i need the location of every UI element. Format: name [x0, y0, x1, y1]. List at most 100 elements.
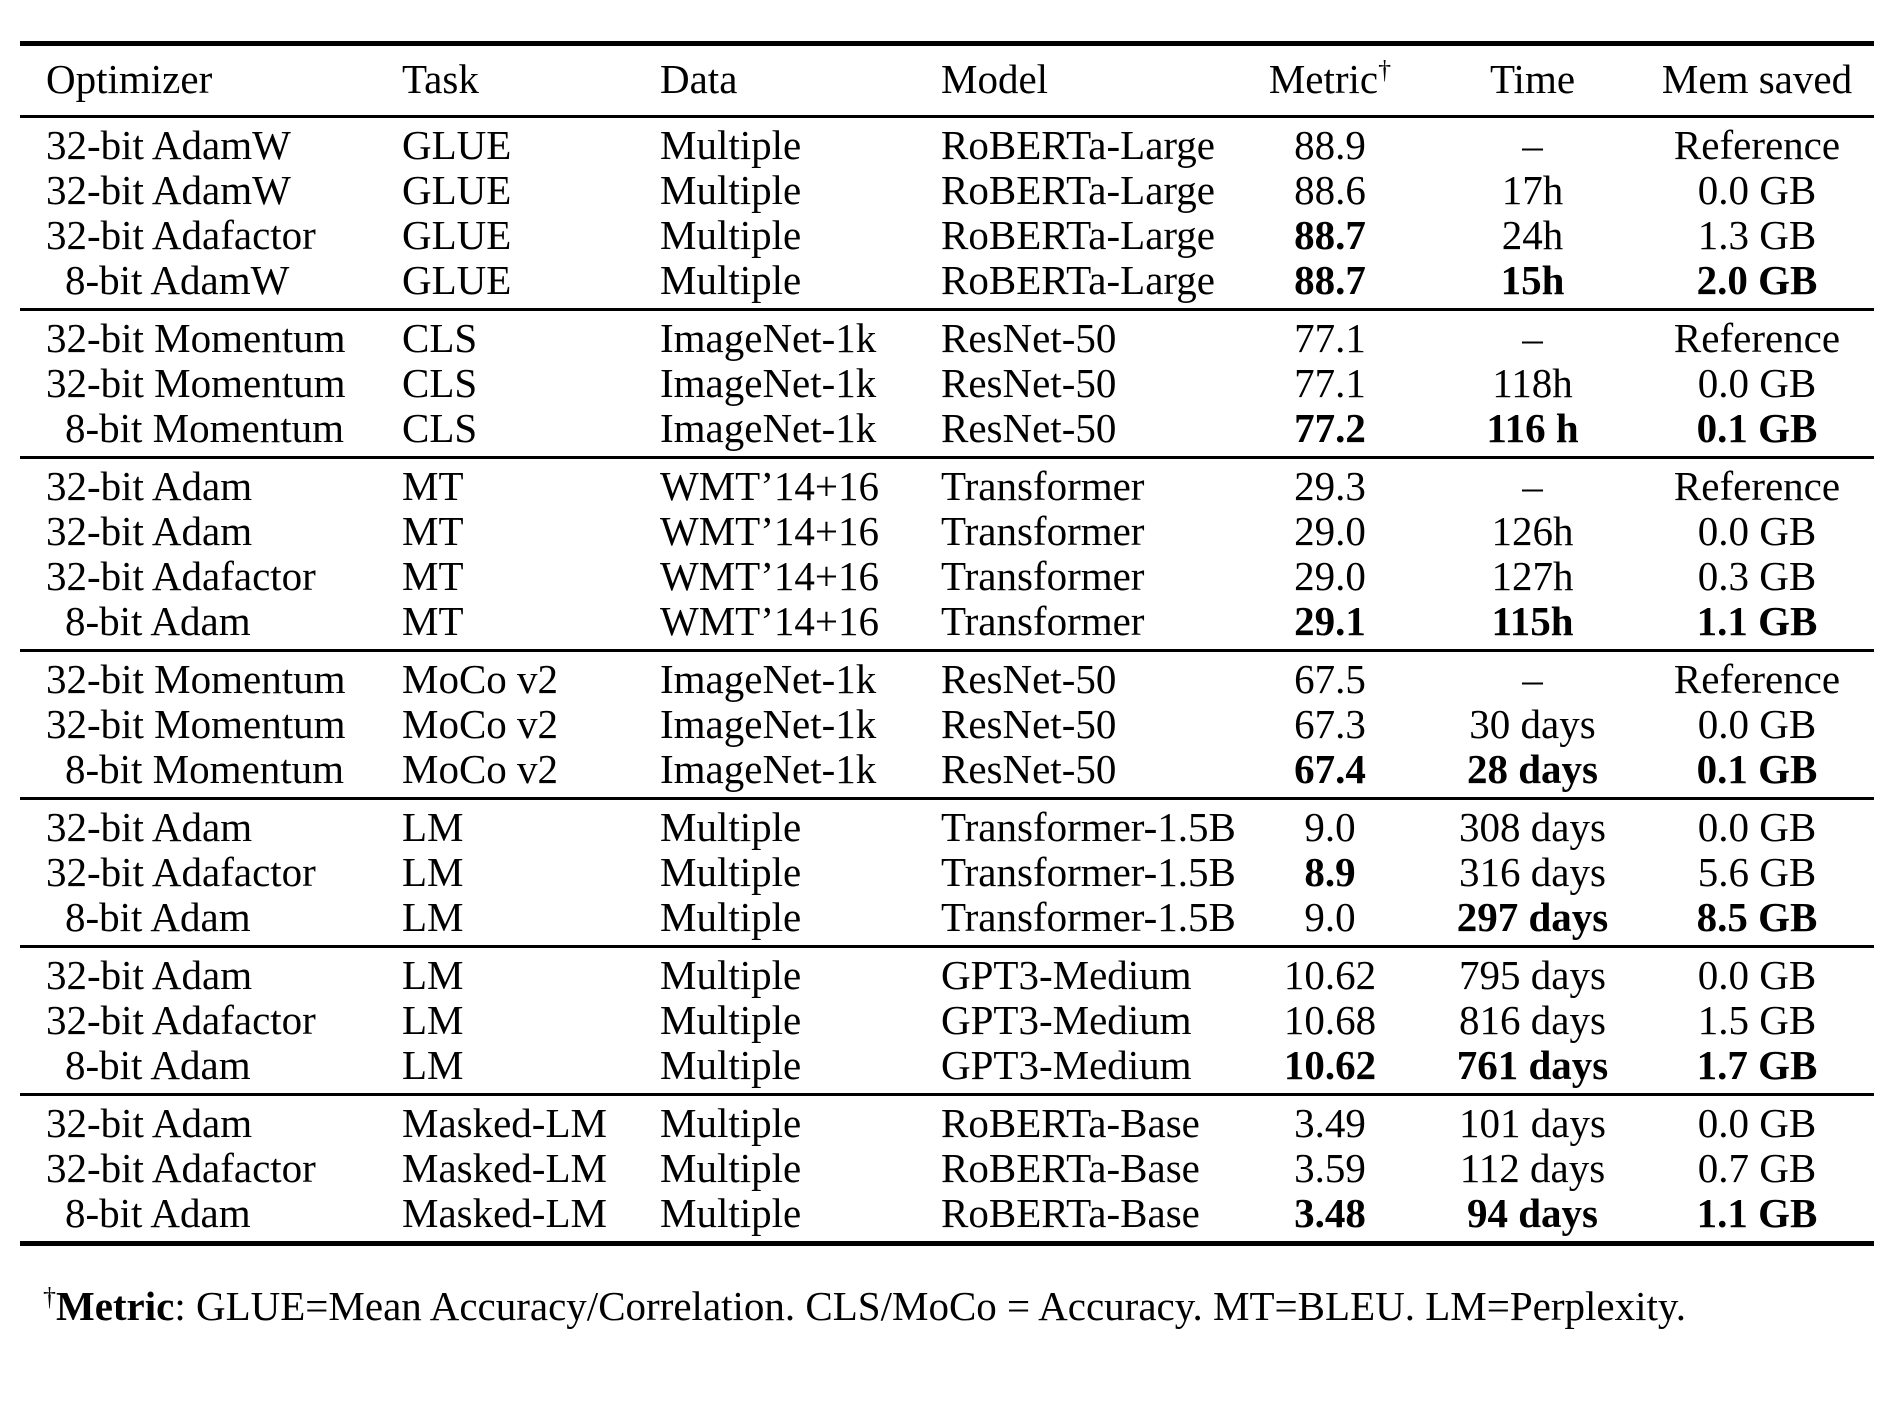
cell-metric: 77.1 — [1294, 315, 1366, 361]
cell-data: ImageNet-1k — [660, 406, 877, 451]
cell-model: RoBERTa-Base — [941, 1100, 1200, 1146]
cell-time: 24h — [1501, 213, 1564, 258]
header-optimizer: Optimizer — [46, 56, 213, 102]
table-section: 32-bit AdamW GLUE Multiple RoBERTa-Large 88.… — [20, 116, 1874, 310]
table-row: 8-bit Adam LM Multiple Transformer-1.5B 9.0 2… — [20, 895, 1874, 947]
cell-model: ResNet-50 — [941, 406, 1117, 451]
cell-time: – — [1522, 463, 1543, 509]
cell-task: GLUE — [402, 122, 512, 168]
cell-mem-saved: 1.7 GB — [1696, 1043, 1818, 1088]
cell-data: ImageNet-1k — [660, 361, 877, 406]
cell-optimizer: 32-bit Adam — [46, 952, 253, 998]
cell-model: GPT3-Medium — [941, 998, 1192, 1043]
cell-data: WMT’14+16 — [660, 509, 879, 554]
header-metric-label: Metric — [1268, 56, 1379, 102]
cell-task: Masked-LM — [402, 1191, 607, 1236]
cell-optimizer: 32-bit Momentum — [46, 702, 346, 747]
cell-task: LM — [402, 895, 464, 940]
cell-optimizer: 8-bit Adam — [65, 895, 251, 940]
table-row: 32-bit Adam MT WMT’14+16 Transformer 29.3 – Re… — [20, 458, 1874, 510]
cell-task: GLUE — [402, 213, 512, 258]
table-row: 8-bit Momentum MoCo v2 ImageNet-1k ResNet-5… — [20, 747, 1874, 799]
cell-optimizer: 32-bit AdamW — [46, 168, 291, 213]
cell-metric: 88.7 — [1294, 258, 1366, 303]
cell-metric: 29.0 — [1294, 509, 1366, 554]
cell-metric: 88.7 — [1294, 213, 1366, 258]
cell-optimizer: 32-bit AdamW — [46, 122, 291, 168]
cell-mem-saved: 1.1 GB — [1696, 599, 1818, 644]
cell-mem-saved: 0.0 GB — [1697, 168, 1817, 213]
table-row: 32-bit Adafactor LM Multiple GPT3-Medium 10.… — [20, 998, 1874, 1043]
table-header-row: Optimizer Task Data Model Metric† Time M… — [20, 44, 1874, 117]
cell-metric: 10.68 — [1283, 998, 1377, 1043]
table-section: 32-bit Momentum CLS ImageNet-1k ResNet-50 77… — [20, 309, 1874, 458]
table-row: 32-bit Momentum MoCo v2 ImageNet-1k ResNet-… — [20, 702, 1874, 747]
header-task: Task — [402, 56, 479, 102]
cell-time: 17h — [1501, 168, 1564, 213]
cell-task: MT — [402, 463, 464, 509]
cell-metric: 88.6 — [1294, 168, 1366, 213]
cell-mem-saved: 0.0 GB — [1697, 509, 1817, 554]
cell-optimizer: 32-bit Adam — [46, 1100, 253, 1146]
cell-time: 118h — [1492, 361, 1573, 406]
cell-data: WMT’14+16 — [660, 463, 879, 509]
cell-task: GLUE — [402, 258, 512, 303]
cell-mem-saved: 5.6 GB — [1697, 850, 1817, 895]
cell-task: CLS — [402, 361, 478, 406]
cell-mem-saved: 0.0 GB — [1697, 952, 1817, 998]
paper-table-figure: Optimizer Task Data Model Metric† Time M… — [0, 41, 1898, 1419]
table-row: 32-bit Adafactor Masked-LM Multiple RoBERTa… — [20, 1146, 1874, 1191]
cell-time: 127h — [1491, 554, 1574, 599]
cell-mem-saved: 2.0 GB — [1696, 258, 1818, 303]
cell-model: Transformer — [941, 554, 1145, 599]
table-row: 32-bit Adam MT WMT’14+16 Transformer 29.0 126… — [20, 509, 1874, 554]
cell-data: ImageNet-1k — [660, 656, 877, 702]
cell-mem-saved: 0.1 GB — [1696, 406, 1818, 451]
cell-time: 15h — [1500, 258, 1565, 303]
cell-metric: 29.0 — [1294, 554, 1366, 599]
table-header: Optimizer Task Data Model Metric† Time M… — [20, 44, 1874, 117]
table-row: 32-bit Momentum CLS ImageNet-1k ResNet-50 77… — [20, 310, 1874, 362]
table-section: 32-bit Momentum MoCo v2 ImageNet-1k ResNet-… — [20, 650, 1874, 799]
table-row: 32-bit Momentum MoCo v2 ImageNet-1k ResNet-… — [20, 651, 1874, 703]
cell-metric: 3.59 — [1294, 1146, 1366, 1191]
cell-metric: 3.48 — [1294, 1191, 1366, 1236]
cell-optimizer: 32-bit Adafactor — [46, 554, 316, 599]
cell-task: MoCo v2 — [402, 656, 559, 702]
cell-data: WMT’14+16 — [660, 599, 879, 644]
header-metric: Metric† — [1235, 44, 1425, 117]
cell-optimizer: 8-bit Momentum — [65, 406, 345, 451]
table-section: 32-bit Adam Masked-LM Multiple RoBERTa-Base… — [20, 1094, 1874, 1244]
cell-metric: 77.2 — [1294, 406, 1366, 451]
table-row: 32-bit Adam LM Multiple Transformer-1.5B 9.0… — [20, 799, 1874, 851]
cell-metric: 67.4 — [1294, 747, 1366, 792]
table-row: 8-bit Adam MT WMT’14+16 Transformer 29.1 115h… — [20, 599, 1874, 651]
cell-model: Transformer-1.5B — [941, 850, 1235, 895]
cell-optimizer: 8-bit Adam — [65, 1043, 251, 1088]
cell-task: LM — [402, 850, 464, 895]
cell-time: 308 days — [1459, 804, 1606, 850]
cell-task: CLS — [402, 406, 478, 451]
cell-time: 94 days — [1466, 1191, 1598, 1236]
table-row: 8-bit Adam LM Multiple GPT3-Medium 10.62 761 … — [20, 1043, 1874, 1095]
cell-mem-saved: 1.1 GB — [1696, 1191, 1818, 1236]
cell-mem-saved: 0.0 GB — [1697, 702, 1817, 747]
cell-data: Multiple — [660, 1043, 802, 1088]
cell-data: Multiple — [660, 258, 802, 303]
cell-data: Multiple — [660, 1146, 802, 1191]
cell-model: Transformer-1.5B — [941, 895, 1235, 940]
results-table: Optimizer Task Data Model Metric† Time M… — [20, 41, 1874, 1246]
table-section: 32-bit Adam MT WMT’14+16 Transformer 29.3 – Re… — [20, 457, 1874, 651]
cell-model: RoBERTa-Large — [941, 122, 1216, 168]
cell-task: MT — [402, 509, 464, 554]
cell-task: GLUE — [402, 168, 512, 213]
cell-time: 316 days — [1459, 850, 1606, 895]
cell-time: 28 days — [1466, 747, 1598, 792]
header-data: Data — [660, 56, 738, 102]
cell-mem-saved: 0.1 GB — [1696, 747, 1818, 792]
cell-time: – — [1522, 315, 1543, 361]
cell-time: 112 days — [1459, 1146, 1606, 1191]
cell-model: Transformer-1.5B — [941, 804, 1235, 850]
cell-mem-saved: 1.5 GB — [1697, 998, 1817, 1043]
table-row: 32-bit Adafactor MT WMT’14+16 Transformer 29… — [20, 554, 1874, 599]
